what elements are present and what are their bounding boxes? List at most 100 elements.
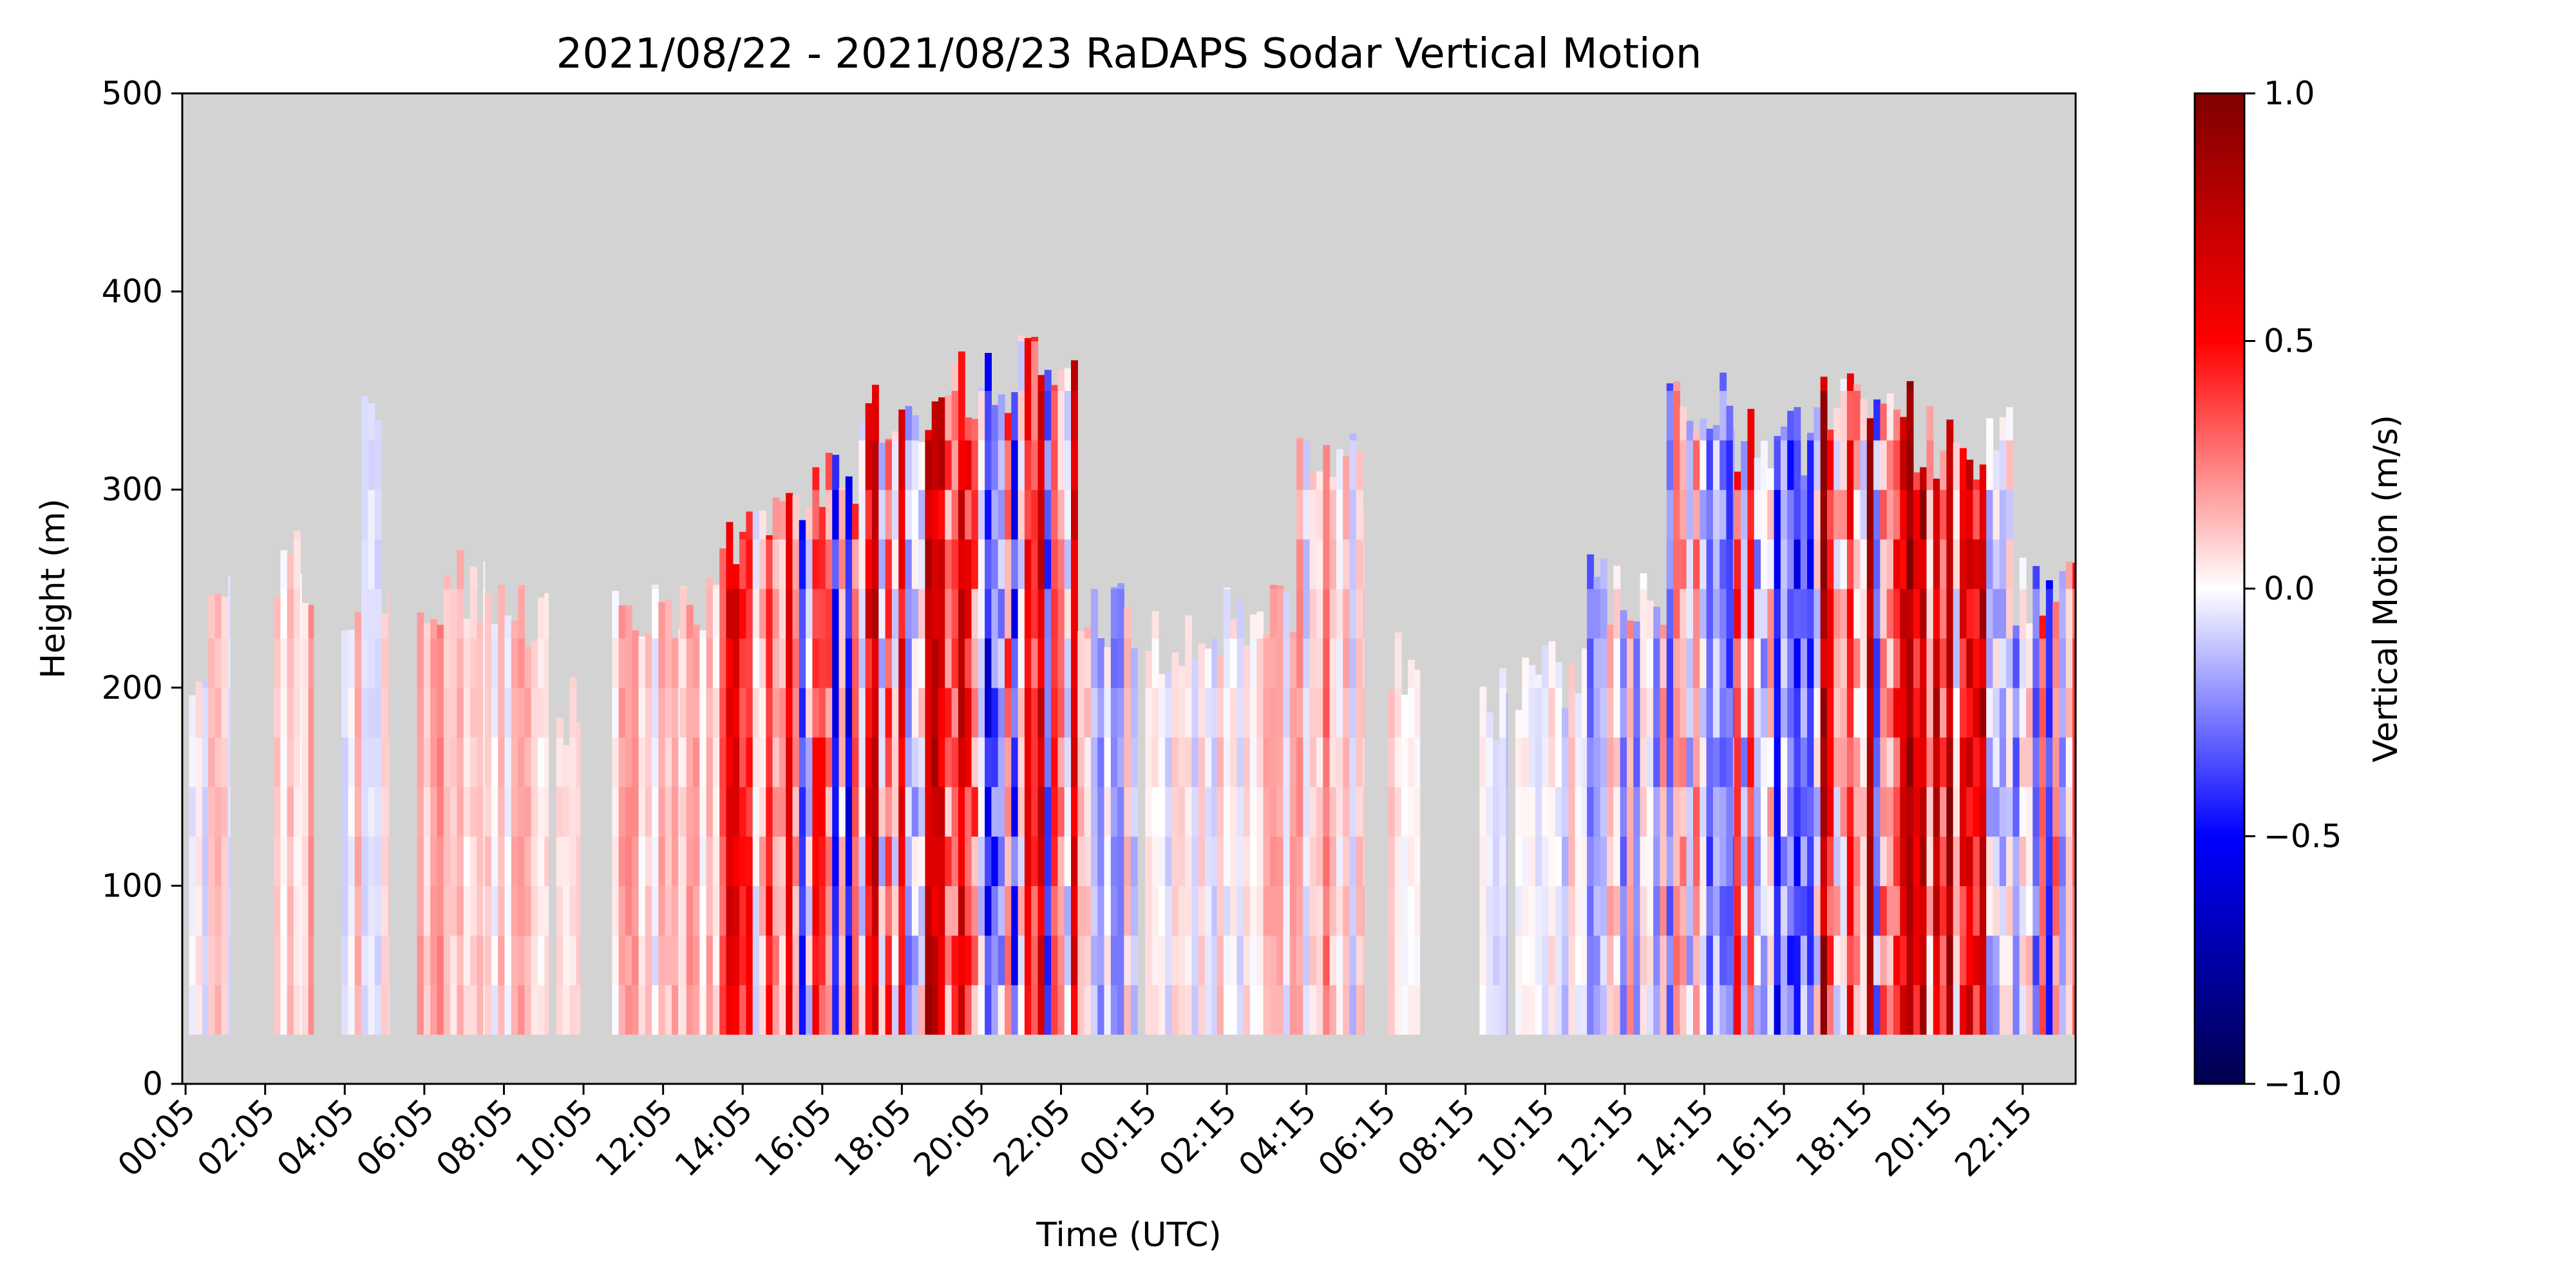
heatmap-cell xyxy=(1486,737,1493,788)
heatmap-cell xyxy=(1230,737,1238,788)
heatmap-cell xyxy=(374,539,382,589)
heatmap-cell xyxy=(852,737,859,788)
heatmap-cell xyxy=(1993,985,2000,1035)
heatmap-cell xyxy=(852,589,859,639)
heatmap-cell xyxy=(1522,786,1530,837)
heatmap-cell xyxy=(1820,539,1828,589)
heatmap-cell xyxy=(1653,737,1661,788)
y-tick-label: 500 xyxy=(102,75,163,112)
heatmap-cell xyxy=(799,687,806,738)
heatmap-cell xyxy=(1886,737,1894,788)
heatmap-cell xyxy=(1506,836,1508,886)
heatmap-cell xyxy=(672,935,679,985)
heatmap-cell xyxy=(1110,737,1118,788)
heatmap-cell xyxy=(2072,563,2076,589)
heatmap-cell xyxy=(221,687,229,738)
heatmap-cell xyxy=(825,886,833,936)
heatmap-cell xyxy=(965,440,972,490)
heatmap-cell xyxy=(524,687,532,738)
heatmap-cell xyxy=(1276,737,1284,788)
heatmap-cell xyxy=(1071,589,1078,639)
x-tick-label: 06:15 xyxy=(1311,1092,1403,1184)
heatmap-cell xyxy=(1479,737,1487,788)
heatmap-cell xyxy=(1712,539,1720,589)
heatmap-cell xyxy=(491,687,498,738)
heatmap-cell xyxy=(2039,638,2047,688)
heatmap-cell xyxy=(1761,935,1768,985)
heatmap-cell xyxy=(1486,935,1493,985)
heatmap-cell xyxy=(437,687,444,738)
heatmap-cell xyxy=(872,489,879,540)
heatmap-cell xyxy=(1600,589,1607,639)
heatmap-cell xyxy=(1747,737,1755,788)
heatmap-cell xyxy=(658,601,666,639)
heatmap-cell xyxy=(1700,539,1707,589)
heatmap-cell xyxy=(931,836,939,886)
heatmap-cell xyxy=(450,589,457,639)
heatmap-cell xyxy=(1110,687,1118,738)
heatmap-cell xyxy=(719,786,727,837)
heatmap-cell xyxy=(2045,687,2053,738)
heatmap-cell xyxy=(1542,645,1549,688)
heatmap-cell xyxy=(1920,467,1927,490)
heatmap-cell xyxy=(978,737,985,788)
heatmap-cell xyxy=(1205,687,1212,738)
heatmap-cell xyxy=(693,638,700,688)
heatmap-cell xyxy=(1084,786,1092,837)
heatmap-cell xyxy=(2052,935,2060,985)
heatmap-cell xyxy=(1250,886,1257,936)
heatmap-cell xyxy=(1979,464,1987,490)
heatmap-cell xyxy=(518,786,525,837)
heatmap-cell xyxy=(812,467,820,490)
heatmap-cell xyxy=(1250,687,1257,738)
heatmap-cell xyxy=(544,836,549,886)
heatmap-cell xyxy=(678,629,680,639)
heatmap-cell xyxy=(865,935,873,985)
heatmap-cell xyxy=(1966,985,1974,1035)
heatmap-cell xyxy=(1726,985,1734,1035)
heatmap-cell xyxy=(1926,935,1934,985)
heatmap-cell xyxy=(1860,539,1868,589)
heatmap-cell xyxy=(1680,737,1687,788)
heatmap-cell xyxy=(1780,886,1788,936)
heatmap-cell xyxy=(985,786,992,837)
heatmap-cell xyxy=(1846,737,1854,788)
heatmap-cell xyxy=(1787,737,1795,788)
heatmap-cell xyxy=(1860,687,1868,738)
heatmap-cell xyxy=(872,737,879,788)
heatmap-cell xyxy=(1185,886,1192,936)
heatmap-cell xyxy=(712,786,720,837)
heatmap-cell xyxy=(1018,836,1025,886)
heatmap-cell xyxy=(625,985,632,1035)
heatmap-cell xyxy=(2026,886,2033,936)
heatmap-cell xyxy=(368,539,375,589)
heatmap-cell xyxy=(911,786,919,837)
heatmap-cell xyxy=(450,687,457,738)
heatmap-cell xyxy=(1712,589,1720,639)
heatmap-cell xyxy=(2032,836,2040,886)
heatmap-cell xyxy=(1726,836,1734,886)
heatmap-cell xyxy=(865,589,873,639)
heatmap-cell xyxy=(699,737,707,788)
heatmap-cell xyxy=(1600,638,1607,688)
heatmap-cell xyxy=(1780,539,1788,589)
heatmap-cell xyxy=(1706,786,1714,837)
heatmap-cell xyxy=(772,737,780,788)
heatmap-cell xyxy=(792,737,800,788)
heatmap-cell xyxy=(1582,648,1587,688)
heatmap-cell xyxy=(1600,786,1607,837)
heatmap-cell xyxy=(1953,786,1960,837)
heatmap-cell xyxy=(1680,886,1687,936)
heatmap-cell xyxy=(1732,836,1735,886)
heatmap-cell xyxy=(491,737,498,788)
heatmap-cell xyxy=(1250,786,1257,837)
heatmap-cell xyxy=(699,985,707,1035)
heatmap-cell xyxy=(971,419,979,440)
heatmap-cell xyxy=(463,618,471,639)
heatmap-cell xyxy=(1084,836,1092,886)
heatmap-cell xyxy=(1960,638,1967,688)
heatmap-cell xyxy=(1807,786,1814,837)
heatmap-cell xyxy=(2032,565,2040,589)
heatmap-cell xyxy=(2059,571,2067,589)
x-tick-label: 00:05 xyxy=(111,1092,203,1184)
